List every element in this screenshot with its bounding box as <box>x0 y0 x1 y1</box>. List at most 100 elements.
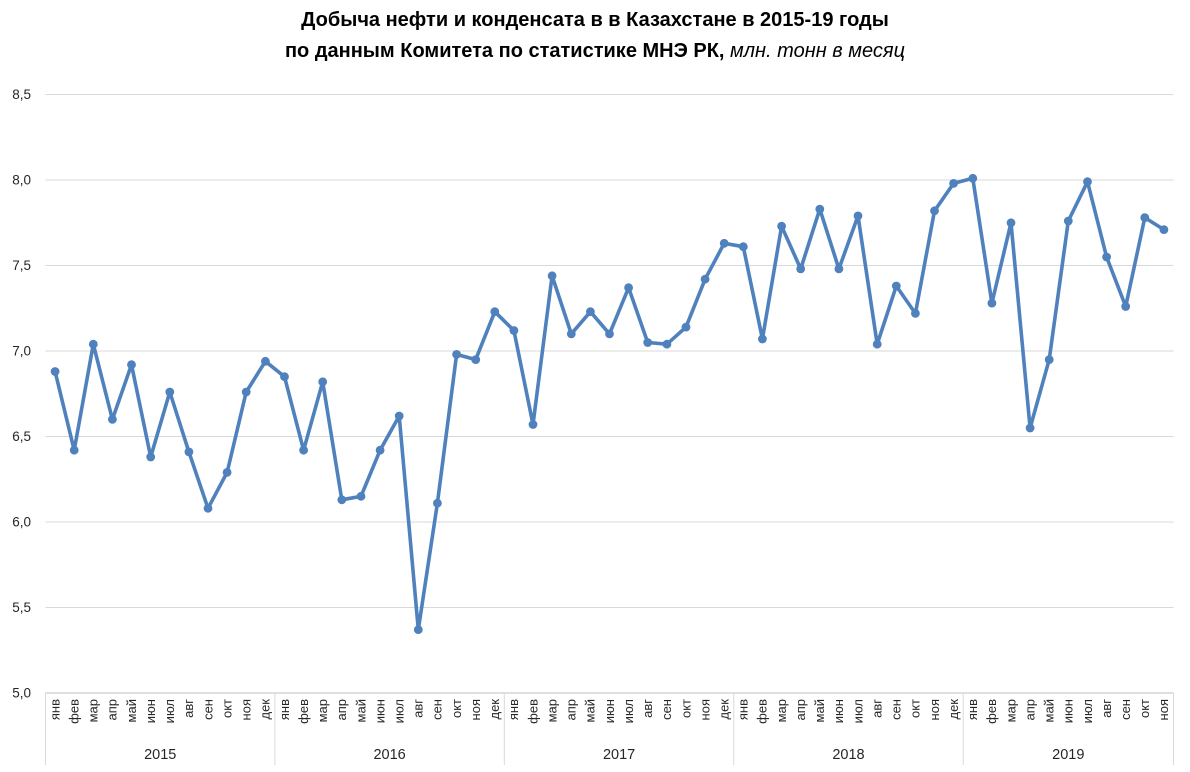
data-point <box>318 377 328 387</box>
x-axis-month-label: окт <box>678 699 693 718</box>
data-point <box>1121 302 1131 311</box>
x-axis-month-label: авг <box>181 699 196 718</box>
x-axis-month-label: мар <box>544 699 559 722</box>
data-point <box>394 411 404 421</box>
data-point <box>146 452 156 462</box>
x-axis-month-label: ноя <box>1156 699 1171 720</box>
x-axis-month-label: июн <box>372 699 387 723</box>
x-axis-month-label: мар <box>315 699 330 722</box>
x-axis-month-label: мар <box>1003 699 1018 722</box>
x-axis-month-label: авг <box>411 699 426 718</box>
x-axis-month-label: янв <box>47 699 62 720</box>
data-point <box>1025 423 1035 433</box>
data-point <box>413 625 423 635</box>
x-axis-month-label: апр <box>793 699 808 721</box>
data-point <box>280 372 289 382</box>
y-axis-label: 7,5 <box>12 258 31 273</box>
x-axis-month-label: фев <box>525 699 540 724</box>
y-axis-label: 8,5 <box>12 87 31 102</box>
data-point <box>777 221 786 231</box>
data-point <box>891 281 901 291</box>
data-point <box>605 329 614 339</box>
data-point <box>930 206 939 216</box>
data-point <box>566 329 576 339</box>
x-axis-month-label: ноя <box>468 699 483 720</box>
data-point <box>911 309 920 318</box>
x-axis-month-label: июн <box>831 699 846 723</box>
x-axis-month-label: окт <box>449 699 464 718</box>
data-point <box>127 360 136 370</box>
x-axis-month-label: янв <box>277 699 292 720</box>
x-axis-month-label: янв <box>965 699 980 720</box>
y-axis-label: 6,5 <box>12 429 31 444</box>
x-axis-month-label: авг <box>640 699 655 718</box>
y-axis-label: 5,0 <box>12 686 31 701</box>
x-axis-month-label: сен <box>659 699 674 720</box>
y-axis-label: 5,5 <box>12 600 31 615</box>
x-axis-month-label: янв <box>506 699 521 720</box>
data-point <box>662 339 672 349</box>
data-point <box>69 445 79 455</box>
x-axis-month-label: июн <box>1061 699 1076 723</box>
data-point <box>490 307 500 317</box>
x-axis-month-label: май <box>353 699 368 722</box>
data-point <box>719 238 729 248</box>
x-axis-month-label: дек <box>946 699 961 720</box>
data-point <box>624 283 633 293</box>
data-point <box>528 420 538 429</box>
chart-title-source: по данным Комитета по статистике МНЭ РК, <box>284 40 725 62</box>
x-axis-month-label: апр <box>105 699 120 721</box>
x-axis-month-label: апр <box>564 699 579 721</box>
data-point <box>433 498 442 508</box>
data-point <box>337 495 347 505</box>
data-point <box>853 211 863 221</box>
data-point <box>108 415 117 424</box>
x-axis-year-label: 2016 <box>373 747 405 763</box>
data-point <box>872 339 882 349</box>
data-point <box>643 338 653 347</box>
data-point <box>834 264 844 274</box>
data-point <box>88 339 98 349</box>
x-axis-month-label: июл <box>850 699 865 723</box>
x-axis-month-label: июн <box>143 699 158 723</box>
x-axis-month-label: май <box>1042 699 1057 722</box>
y-axis-label: 7,0 <box>12 344 31 359</box>
data-point <box>509 326 519 335</box>
x-axis-month-label: окт <box>908 699 923 718</box>
data-point <box>299 445 308 455</box>
x-axis-month-label: июн <box>602 699 617 723</box>
data-point <box>700 274 710 284</box>
x-axis-month-label: май <box>583 699 598 722</box>
data-point <box>738 242 748 252</box>
x-axis-month-label: фев <box>984 699 999 724</box>
data-point <box>375 445 385 455</box>
x-axis-month-label: сен <box>1118 699 1133 720</box>
y-axis-label: 6,0 <box>12 515 31 530</box>
x-axis-month-label: авг <box>1099 699 1114 718</box>
chart-title-line2: по данным Комитета по статистике МНЭ РК,… <box>0 36 1190 67</box>
x-axis-month-label: мар <box>774 699 789 722</box>
data-point <box>586 307 595 317</box>
x-axis-month-label: ноя <box>697 699 712 720</box>
x-axis-year-label: 2019 <box>1052 747 1084 763</box>
x-axis-month-label: дек <box>717 699 732 720</box>
data-point <box>1159 225 1169 235</box>
chart-title-line1: Добыча нефти и конденсата в в Казахстане… <box>301 9 889 31</box>
data-point <box>815 204 825 214</box>
x-axis-month-label: фев <box>755 699 770 724</box>
chart-title-units: млн. тонн в месяц <box>724 40 906 62</box>
x-axis-month-label: фев <box>296 699 311 724</box>
x-axis-month-label: ноя <box>239 699 254 720</box>
x-axis-month-label: дек <box>258 699 273 720</box>
x-axis-month-label: май <box>812 699 827 722</box>
x-axis-month-label: май <box>124 699 139 722</box>
x-axis-month-label: янв <box>736 699 751 720</box>
x-axis-month-label: апр <box>334 699 349 721</box>
data-point <box>968 173 978 183</box>
data-point <box>1102 252 1111 262</box>
data-point <box>203 503 213 513</box>
x-axis-month-label: окт <box>219 699 234 718</box>
data-point <box>796 264 806 274</box>
data-point <box>1006 218 1016 228</box>
